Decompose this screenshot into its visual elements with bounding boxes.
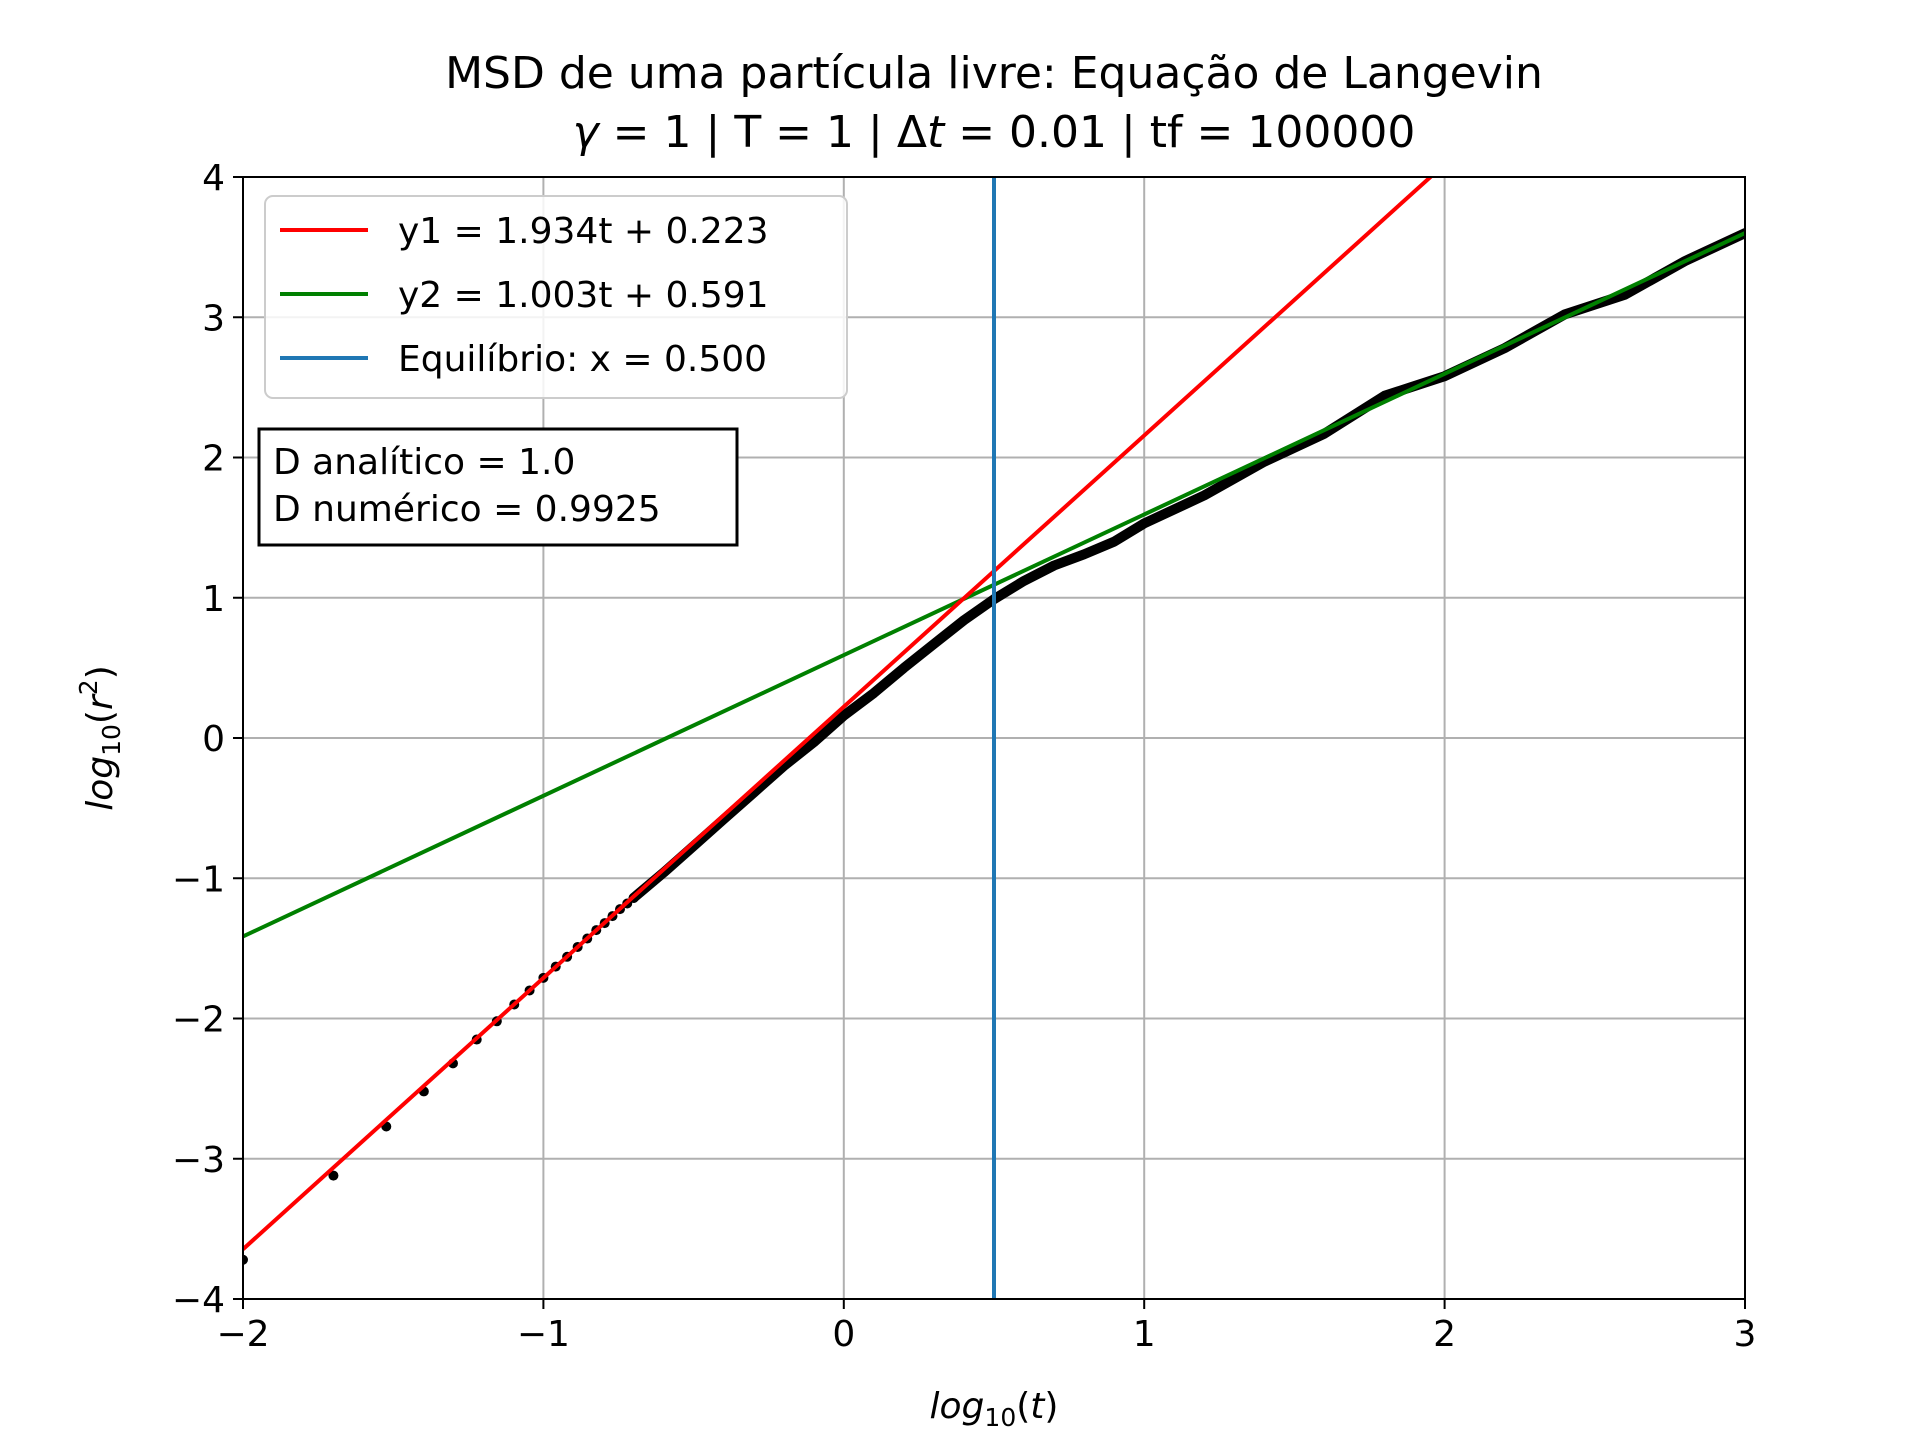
y-tick-label-7: 3 (202, 298, 225, 339)
legend-box (264, 195, 848, 399)
y-label-open: ( (80, 710, 121, 724)
data-curve (628, 228, 1745, 903)
annotation-d-analytic: D analítico = 1.0 (273, 442, 575, 483)
x-tick-label-4: 2 (1433, 1314, 1456, 1355)
y-tick-label-0: −4 (172, 1280, 225, 1321)
y-axis-ticks: −4 −3 −2 −1 0 1 2 3 4 (172, 158, 243, 1321)
subtitle-end: = 0.01 | tf = 100000 (944, 107, 1415, 158)
chart-title: MSD de uma partícula livre: Equação de L… (445, 48, 1543, 99)
annotation-box: D analítico = 1.0 D numérico = 0.9925 (257, 427, 739, 547)
y-tick-label-3: −1 (172, 859, 225, 900)
legend: y1 = 1.934t + 0.223 y2 = 1.003t + 0.591 … (264, 195, 848, 399)
x-axis-label: log10(t) (930, 1386, 1059, 1432)
legend-label-y2: y2 = 1.003t + 0.591 (398, 275, 769, 316)
x-tick-label-5: 3 (1734, 1314, 1757, 1355)
legend-label-equilibrium: Equilíbrio: x = 0.500 (398, 339, 767, 380)
y-tick-label-1: −3 (172, 1140, 225, 1181)
y-label-sub: 10 (97, 724, 126, 756)
y-tick-label-8: 4 (202, 158, 225, 199)
x-tick-label-0: −2 (216, 1314, 269, 1355)
annotation-frame (257, 427, 739, 547)
x-tick-label-2: 0 (832, 1314, 855, 1355)
chart-subtitle: γ = 1 | T = 1 | Δt = 0.01 | tf = 100000 (573, 107, 1416, 158)
y-tick-label-6: 2 (202, 439, 225, 480)
x-tick-label-1: −1 (517, 1314, 570, 1355)
x-label-sub: 10 (984, 1403, 1016, 1432)
x-label-arg: ( (1016, 1386, 1030, 1427)
x-label-close: ) (1044, 1386, 1058, 1427)
subtitle-gamma: γ (573, 107, 601, 158)
y-tick-label-2: −2 (172, 1000, 225, 1041)
y-label-prefix: log (80, 756, 121, 811)
x-label-var: t (1030, 1386, 1046, 1427)
y-label-var: r (80, 693, 121, 710)
y-tick-label-5: 1 (202, 579, 225, 620)
data-point-0 (243, 1254, 248, 1265)
subtitle-t: t (927, 107, 946, 158)
annotation-d-numeric: D numérico = 0.9925 (273, 489, 661, 530)
x-label-prefix: log (930, 1386, 985, 1427)
x-axis-ticks: −2 −1 0 1 2 3 (216, 1299, 1756, 1355)
subtitle-middle: = 1 | T = 1 | Δ (599, 107, 927, 158)
y-tick-label-4: 0 (202, 719, 225, 760)
y-label-close: ) (80, 665, 121, 679)
y-label-sup: 2 (74, 679, 103, 695)
y-axis-label: log10(r2) (74, 665, 126, 811)
data-point-1 (328, 1170, 339, 1181)
legend-label-y1: y1 = 1.934t + 0.223 (398, 211, 769, 252)
x-tick-label-3: 1 (1133, 1314, 1156, 1355)
